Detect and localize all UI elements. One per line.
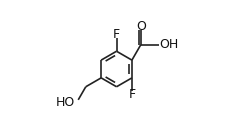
Text: HO: HO (56, 96, 75, 109)
Text: O: O (136, 20, 146, 33)
Text: F: F (113, 28, 120, 41)
Text: F: F (128, 88, 135, 101)
Text: OH: OH (159, 38, 179, 51)
